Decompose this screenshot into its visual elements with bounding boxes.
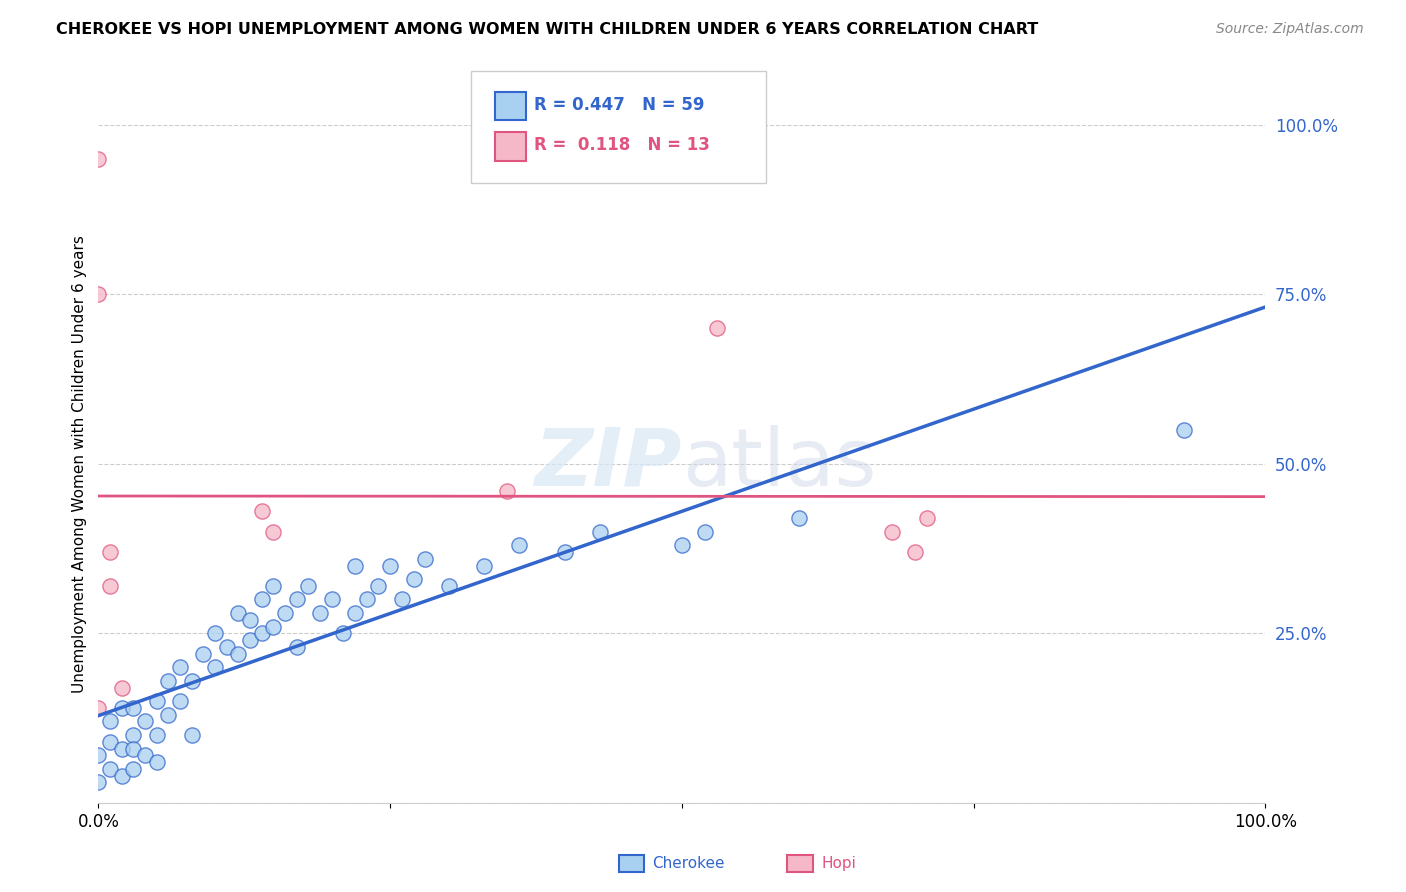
Text: R =  0.118   N = 13: R = 0.118 N = 13	[534, 136, 710, 154]
Point	[915, 511, 938, 525]
Point	[134, 714, 156, 729]
Point	[332, 626, 354, 640]
Point	[554, 545, 576, 559]
Point	[1173, 423, 1195, 437]
Point	[274, 606, 297, 620]
Point	[262, 524, 284, 539]
Point	[87, 775, 110, 789]
Point	[695, 524, 717, 539]
Point	[671, 538, 693, 552]
Point	[157, 673, 180, 688]
Point	[228, 606, 250, 620]
Point	[262, 619, 284, 633]
Point	[344, 558, 367, 573]
Point	[904, 545, 927, 559]
Point	[122, 728, 145, 742]
Point	[706, 321, 728, 335]
Point	[378, 558, 402, 573]
Point	[215, 640, 238, 654]
Point	[111, 681, 134, 695]
Point	[437, 579, 460, 593]
Point	[309, 606, 332, 620]
Point	[87, 152, 110, 166]
Point	[98, 735, 121, 749]
Point	[250, 626, 273, 640]
Point	[204, 660, 226, 674]
Point	[111, 769, 134, 783]
Point	[169, 660, 191, 674]
Point	[98, 545, 121, 559]
Point	[787, 511, 810, 525]
Point	[285, 592, 308, 607]
Point	[413, 551, 436, 566]
Point	[111, 741, 134, 756]
Point	[402, 572, 425, 586]
Text: CHEROKEE VS HOPI UNEMPLOYMENT AMONG WOMEN WITH CHILDREN UNDER 6 YEARS CORRELATIO: CHEROKEE VS HOPI UNEMPLOYMENT AMONG WOME…	[56, 22, 1039, 37]
Text: Source: ZipAtlas.com: Source: ZipAtlas.com	[1216, 22, 1364, 37]
Point	[250, 504, 273, 518]
Point	[98, 579, 121, 593]
Point	[367, 579, 389, 593]
Point	[87, 287, 110, 301]
Text: Hopi: Hopi	[821, 856, 856, 871]
Point	[98, 714, 121, 729]
Point	[344, 606, 367, 620]
Point	[146, 728, 169, 742]
Point	[495, 483, 517, 498]
Text: Cherokee: Cherokee	[652, 856, 725, 871]
Text: ZIP: ZIP	[534, 425, 682, 503]
Point	[157, 707, 180, 722]
Point	[262, 579, 284, 593]
Point	[297, 579, 319, 593]
Point	[228, 647, 250, 661]
Point	[204, 626, 226, 640]
Point	[880, 524, 903, 539]
Point	[472, 558, 495, 573]
Point	[508, 538, 530, 552]
Text: R = 0.447   N = 59: R = 0.447 N = 59	[534, 96, 704, 114]
Point	[239, 613, 262, 627]
Point	[87, 748, 110, 763]
Point	[122, 741, 145, 756]
Point	[239, 633, 262, 648]
Point	[356, 592, 378, 607]
Point	[391, 592, 413, 607]
Point	[98, 762, 121, 776]
Point	[122, 762, 145, 776]
Y-axis label: Unemployment Among Women with Children Under 6 years: Unemployment Among Women with Children U…	[72, 235, 87, 693]
Point	[589, 524, 612, 539]
Point	[146, 755, 169, 769]
Point	[180, 728, 202, 742]
Point	[146, 694, 169, 708]
Point	[180, 673, 202, 688]
Point	[285, 640, 308, 654]
Text: atlas: atlas	[682, 425, 876, 503]
Point	[122, 701, 145, 715]
Point	[321, 592, 343, 607]
Point	[250, 592, 273, 607]
Point	[87, 701, 110, 715]
Point	[193, 647, 215, 661]
Point	[169, 694, 191, 708]
Point	[111, 701, 134, 715]
Point	[134, 748, 156, 763]
